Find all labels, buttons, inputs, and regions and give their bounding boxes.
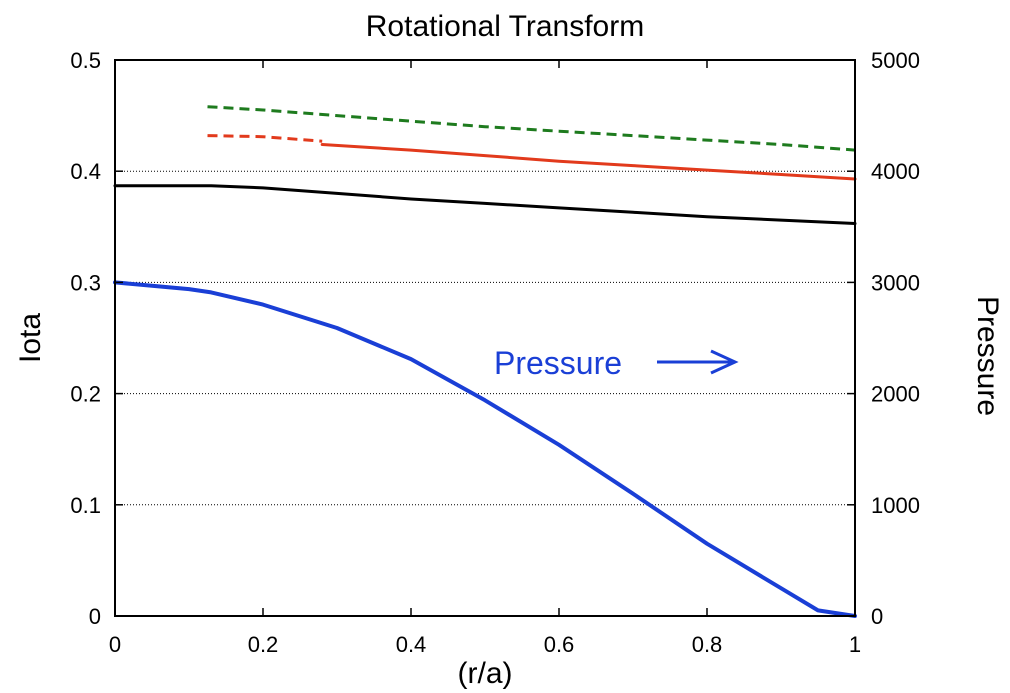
plot-frame — [114, 59, 856, 617]
pressure-annotation: Pressure — [494, 345, 739, 381]
y-tick-label-4: 0.4 — [70, 159, 101, 184]
axis-ticks — [114, 59, 856, 617]
series-line-2 — [320, 143, 857, 181]
y-tick-label-5: 0.5 — [70, 48, 101, 73]
x-tick-label-0: 0 — [109, 632, 121, 657]
y-axis-title: Iota — [14, 313, 47, 363]
x-tick-label-2: 0.4 — [396, 632, 427, 657]
x-tick-label-4: 0.8 — [692, 632, 723, 657]
chart-title: Rotational Transform — [366, 10, 644, 43]
series-line-0 — [207, 105, 856, 152]
series-lines — [113, 105, 857, 618]
y-tick-label-1: 0.1 — [70, 493, 101, 518]
x-tick-label-5: 1 — [849, 632, 861, 657]
tick-labels: 0 0.1 0.2 0.3 0.4 0.5 0 1000 2000 3000 4000 5000 0 0.… — [70, 48, 920, 657]
y2-axis-title: Pressure — [971, 296, 1004, 416]
arrow-head-icon — [710, 349, 739, 375]
y2-tick-label-5: 5000 — [871, 48, 920, 73]
y-tick-label-2: 0.2 — [70, 382, 101, 407]
y2-tick-label-3: 3000 — [871, 270, 920, 295]
series-line-3 — [113, 184, 857, 225]
y2-tick-label-2: 2000 — [871, 382, 920, 407]
y2-tick-label-1: 1000 — [871, 493, 920, 518]
y2-tick-label-0: 0 — [871, 604, 883, 629]
x-tick-label-1: 0.2 — [248, 632, 279, 657]
y-tick-label-3: 0.3 — [70, 270, 101, 295]
series-line-1 — [207, 134, 323, 143]
y-tick-label-0: 0 — [89, 604, 101, 629]
y2-tick-label-4: 4000 — [871, 159, 920, 184]
x-tick-label-3: 0.6 — [544, 632, 575, 657]
series-line-4 — [113, 280, 857, 618]
x-axis-title: (r/a) — [458, 657, 513, 690]
pressure-annotation-label: Pressure — [494, 345, 622, 381]
grid-lines — [115, 170, 855, 506]
